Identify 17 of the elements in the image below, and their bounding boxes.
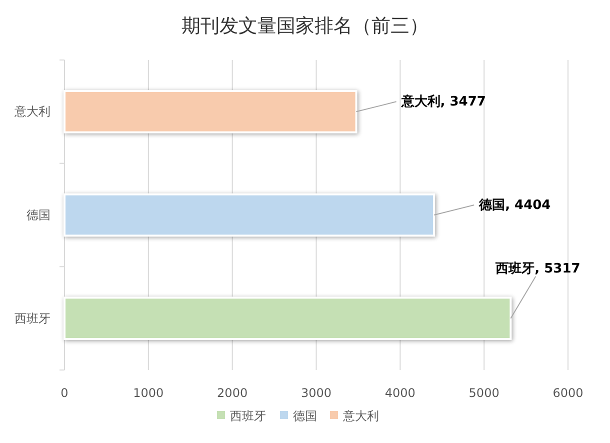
x-tick-label: 1000 (133, 386, 164, 400)
legend-label: 意大利 (342, 409, 379, 423)
legend-label: 西班牙 (230, 409, 266, 423)
y-tick-label: 德国 (26, 208, 50, 222)
chart-title: 期刊发文量国家排名（前三） (182, 15, 428, 37)
legend-label: 德国 (293, 409, 317, 423)
y-tick-label: 意大利 (14, 104, 50, 119)
y-tick-label: 西班牙 (14, 311, 50, 326)
x-tick-label: 0 (60, 386, 68, 400)
data-label: 西班牙, 5317 (494, 261, 580, 276)
x-tick-label: 4000 (384, 386, 416, 400)
data-label: 德国, 4404 (478, 198, 551, 213)
x-tick-label: 5000 (468, 386, 500, 400)
x-tick-label: 6000 (552, 386, 584, 400)
x-tick-label: 3000 (300, 386, 332, 400)
data-label: 意大利, 3477 (400, 94, 486, 110)
x-tick-label: 2000 (217, 386, 248, 400)
